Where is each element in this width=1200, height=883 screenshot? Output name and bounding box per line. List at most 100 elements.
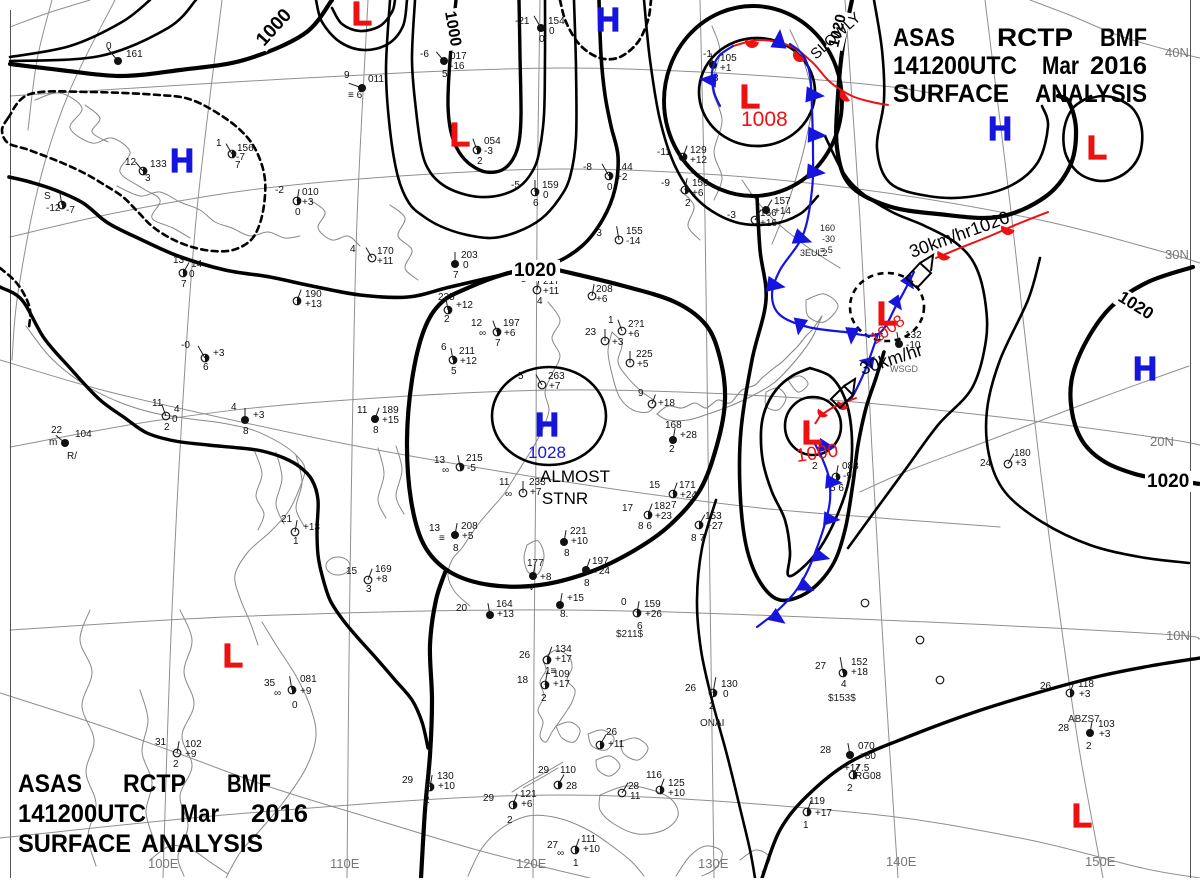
svg-text:1020: 1020 xyxy=(514,260,556,281)
svg-text:116: 116 xyxy=(646,770,662,781)
svg-text:110: 110 xyxy=(560,765,576,776)
svg-text:20N: 20N xyxy=(1150,434,1174,449)
svg-text:+3: +3 xyxy=(302,197,314,208)
svg-text:H: H xyxy=(1133,350,1157,387)
svg-text:+13: +13 xyxy=(303,522,320,533)
svg-text:-8: -8 xyxy=(583,162,592,173)
svg-text:017: 017 xyxy=(450,51,467,62)
svg-text:5: 5 xyxy=(442,69,448,80)
svg-text:24: 24 xyxy=(980,458,992,469)
svg-text:-5: -5 xyxy=(467,463,476,474)
svg-text:SURFACE: SURFACE xyxy=(18,830,131,858)
svg-text:+18: +18 xyxy=(851,667,868,678)
svg-text:141200UTC: 141200UTC xyxy=(18,800,146,828)
svg-text:168: 168 xyxy=(665,420,682,431)
svg-text:-5: -5 xyxy=(511,180,520,191)
svg-text:129: 129 xyxy=(690,145,707,156)
svg-text:≡ 5: ≡ 5 xyxy=(820,245,833,255)
svg-text:-11: -11 xyxy=(657,147,671,158)
svg-text:13: 13 xyxy=(429,523,441,534)
svg-text:2: 2 xyxy=(709,701,715,712)
svg-text:2: 2 xyxy=(1086,741,1092,752)
svg-text:6: 6 xyxy=(441,342,447,353)
svg-text:12: 12 xyxy=(125,157,137,168)
svg-text:0: 0 xyxy=(106,41,112,52)
svg-text:1008: 1008 xyxy=(741,108,788,131)
svg-text:140E: 140E xyxy=(886,854,917,869)
svg-text:155: 155 xyxy=(626,226,643,237)
svg-text:189: 189 xyxy=(382,405,399,416)
svg-text:+9: +9 xyxy=(300,686,312,697)
svg-text:+11: +11 xyxy=(608,739,625,750)
svg-text:L: L xyxy=(802,414,822,451)
svg-text:7: 7 xyxy=(235,160,241,171)
svg-text:ASAS: ASAS xyxy=(893,24,955,52)
svg-text:27: 27 xyxy=(815,661,827,672)
svg-text:31: 31 xyxy=(155,737,167,748)
svg-text:$211$: $211$ xyxy=(616,629,644,640)
svg-text:16: 16 xyxy=(873,332,885,343)
svg-text:5: 5 xyxy=(518,371,524,382)
svg-text:+18: +18 xyxy=(658,398,675,409)
svg-text:H: H xyxy=(596,1,620,38)
svg-text:20: 20 xyxy=(456,603,468,614)
svg-text:156: 156 xyxy=(237,143,254,154)
svg-text:-16: -16 xyxy=(450,61,465,72)
svg-text:0: 0 xyxy=(621,597,627,608)
svg-text:v: v xyxy=(529,582,534,593)
svg-text:∞: ∞ xyxy=(505,489,512,500)
svg-text:141200UTC: 141200UTC xyxy=(893,52,1017,80)
svg-text:+2: +2 xyxy=(616,172,628,183)
svg-text:215: 215 xyxy=(466,453,483,464)
svg-text:8: 8 xyxy=(584,578,590,589)
svg-text:+10: +10 xyxy=(571,536,588,547)
svg-text:+6: +6 xyxy=(596,294,608,305)
svg-text:182: 182 xyxy=(654,501,671,512)
svg-text:21: 21 xyxy=(281,514,293,525)
svg-text:159: 159 xyxy=(542,180,559,191)
svg-text:3: 3 xyxy=(366,584,372,595)
svg-text:4: 4 xyxy=(231,402,237,413)
svg-text:1020: 1020 xyxy=(1147,471,1189,492)
svg-text:2: 2 xyxy=(507,815,513,826)
svg-text:29: 29 xyxy=(402,775,414,786)
svg-text:17: 17 xyxy=(622,503,634,514)
svg-text:+10: +10 xyxy=(438,781,455,792)
svg-text:∞: ∞ xyxy=(442,465,449,476)
svg-text:3EUL2: 3EUL2 xyxy=(800,248,828,258)
svg-text:2: 2 xyxy=(669,444,675,455)
svg-text:11: 11 xyxy=(499,477,510,488)
svg-text:5 6: 5 6 xyxy=(830,483,844,494)
svg-text:054: 054 xyxy=(484,136,501,147)
svg-text:13: 13 xyxy=(434,455,446,466)
svg-text:+12: +12 xyxy=(460,356,477,367)
svg-text:H: H xyxy=(988,110,1012,147)
svg-text:233: 233 xyxy=(529,477,546,488)
svg-text:109: 109 xyxy=(553,669,570,680)
svg-text:+3: +3 xyxy=(213,348,225,359)
svg-text:-2: -2 xyxy=(275,185,284,196)
svg-text:8: 8 xyxy=(564,548,570,559)
svg-text:-10: -10 xyxy=(906,340,921,351)
svg-text:-21: -21 xyxy=(515,16,530,27)
svg-text:-9: -9 xyxy=(843,471,852,482)
svg-text:2: 2 xyxy=(685,198,691,209)
svg-text:8: 8 xyxy=(373,425,379,436)
svg-text:1≡: 1≡ xyxy=(545,666,557,677)
svg-text:∞: ∞ xyxy=(557,848,564,859)
svg-text:0: 0 xyxy=(463,260,469,271)
svg-text:Mar: Mar xyxy=(180,800,219,828)
svg-text:BMF: BMF xyxy=(1100,24,1147,52)
svg-text:6: 6 xyxy=(533,198,539,209)
svg-text:+16: +16 xyxy=(760,218,777,229)
svg-text:150E: 150E xyxy=(1085,854,1116,869)
svg-text:-3: -3 xyxy=(593,228,602,239)
svg-text:1: 1 xyxy=(803,820,809,831)
svg-text:11: 11 xyxy=(630,791,641,802)
svg-text:100E: 100E xyxy=(148,856,179,871)
svg-text:H: H xyxy=(535,406,559,443)
svg-text:+23: +23 xyxy=(655,511,672,522)
svg-text:+11: +11 xyxy=(377,256,394,267)
svg-text:144: 144 xyxy=(616,162,633,173)
svg-text:157: 157 xyxy=(774,196,791,207)
